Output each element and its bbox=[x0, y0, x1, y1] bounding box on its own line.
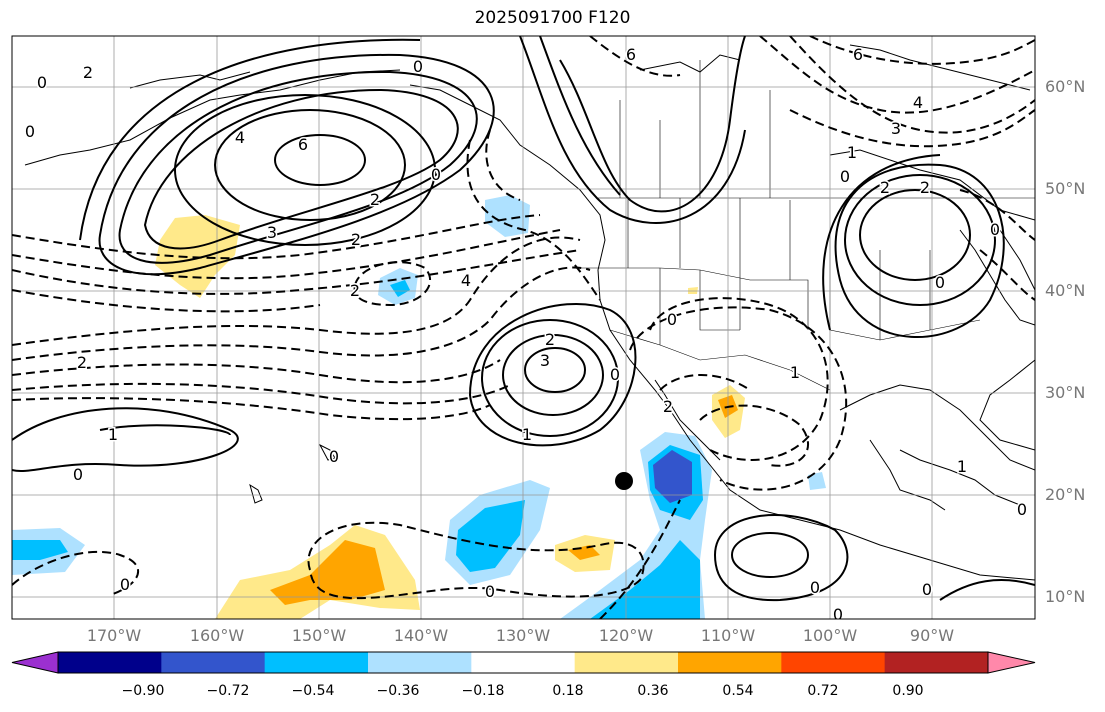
contour-label: 2 bbox=[351, 230, 361, 249]
negative-contours bbox=[12, 36, 1035, 619]
contour-label: 0 bbox=[413, 57, 423, 76]
colorbar-label: 0.36 bbox=[637, 683, 669, 699]
contour-label: 6 bbox=[298, 135, 308, 154]
contour-label: 2 bbox=[545, 330, 555, 349]
colorbar-segment bbox=[678, 652, 782, 673]
colorbar-label: −0.90 bbox=[121, 683, 165, 699]
contour-label: 2 bbox=[370, 190, 380, 209]
lat-label-50n: 50°N bbox=[1045, 179, 1086, 198]
lat-label-60n: 60°N bbox=[1045, 77, 1086, 96]
contour-label: 0 bbox=[833, 605, 843, 624]
colorbar-segment bbox=[884, 652, 989, 673]
lon-label-110w: 110°W bbox=[700, 626, 756, 645]
contour-label: 2 bbox=[880, 178, 890, 197]
contour-label: 0 bbox=[810, 578, 820, 597]
contour-label: 0 bbox=[667, 310, 677, 329]
coastlines bbox=[24, 44, 1035, 581]
map-title: 2025091700 F120 bbox=[474, 8, 631, 28]
contour-label: 0 bbox=[37, 73, 47, 92]
colorbar-segment bbox=[471, 652, 576, 673]
contour-label: 1 bbox=[957, 457, 967, 476]
colorbar-segment bbox=[161, 652, 266, 673]
contour-label: 1 bbox=[522, 425, 532, 444]
contour-label: 3 bbox=[267, 223, 277, 242]
contour-label: 4 bbox=[235, 128, 245, 147]
contour-label: 0 bbox=[610, 365, 620, 384]
colorbar-extend-low bbox=[11, 651, 59, 674]
contour-label: 3 bbox=[891, 119, 901, 138]
contour-label: 0 bbox=[485, 582, 495, 601]
colorbar-segment bbox=[781, 652, 886, 673]
positive-area-usa bbox=[688, 287, 698, 294]
colorbar-extend-high bbox=[987, 651, 1036, 674]
contour-label: 2 bbox=[920, 178, 930, 197]
contour-label: 3 bbox=[540, 350, 550, 369]
contour-label: 0 bbox=[329, 447, 339, 466]
lon-label-160w: 160°W bbox=[189, 626, 245, 645]
contour-label: 0 bbox=[840, 167, 850, 186]
contour-label: 0 bbox=[922, 580, 932, 599]
colorbar-label: 0.90 bbox=[892, 683, 924, 699]
contour-label: 6 bbox=[853, 45, 863, 64]
lat-label-30n: 30°N bbox=[1045, 383, 1086, 402]
contour-label: 0 bbox=[25, 122, 35, 141]
contour-label: 1 bbox=[108, 425, 118, 444]
colorbar-segment bbox=[264, 652, 369, 673]
lon-label-170w: 170°W bbox=[86, 626, 142, 645]
colorbar-label: −0.72 bbox=[206, 683, 250, 699]
positive-contours bbox=[12, 36, 1035, 602]
contour-label: 2 bbox=[663, 397, 673, 416]
contour-label: 3 bbox=[540, 351, 550, 370]
lon-label-90w: 90°W bbox=[909, 626, 955, 645]
colorbar-label: 0.54 bbox=[722, 683, 754, 699]
colorbar-label: −0.18 bbox=[461, 683, 505, 699]
contour-label: 0 bbox=[990, 220, 1000, 239]
contour-label: 0 bbox=[73, 465, 83, 484]
colorbar-label: 0.18 bbox=[552, 683, 584, 699]
colorbar bbox=[11, 651, 1036, 674]
negative-area-ne-pacific bbox=[485, 195, 530, 237]
lat-label-20n: 20°N bbox=[1045, 485, 1086, 504]
colorbar-label: −0.36 bbox=[376, 683, 420, 699]
contour-label: 0 bbox=[431, 165, 441, 184]
lat-label-10n: 10°N bbox=[1045, 587, 1086, 606]
lat-label-40n: 40°N bbox=[1045, 281, 1086, 300]
contour-label: 2 bbox=[83, 63, 93, 82]
colorbar-label: 0.72 bbox=[807, 683, 839, 699]
contour-label: 4 bbox=[913, 93, 923, 112]
contour-label: 0 bbox=[120, 575, 130, 594]
contour-label: 4 bbox=[461, 271, 471, 290]
contour-label: 0 bbox=[1017, 500, 1027, 519]
contour-label: 2 bbox=[77, 353, 87, 372]
lon-label-100w: 100°W bbox=[802, 626, 858, 645]
lon-label-150w: 150°W bbox=[291, 626, 347, 645]
lon-label-120w: 120°W bbox=[598, 626, 654, 645]
contour-label: 2 bbox=[350, 281, 360, 300]
contour-label: 1 bbox=[790, 363, 800, 382]
contour-label: 1 bbox=[847, 143, 857, 162]
storm-position-dot bbox=[615, 472, 633, 490]
colorbar-segment bbox=[58, 652, 162, 673]
colorbar-segment bbox=[574, 652, 679, 673]
contour-label: 0 bbox=[935, 273, 945, 292]
colorbar-segment bbox=[368, 652, 472, 673]
contour-label: 6 bbox=[626, 45, 636, 64]
lon-label-140w: 140°W bbox=[393, 626, 449, 645]
colorbar-label: −0.54 bbox=[291, 683, 335, 699]
lon-label-130w: 130°W bbox=[495, 626, 551, 645]
